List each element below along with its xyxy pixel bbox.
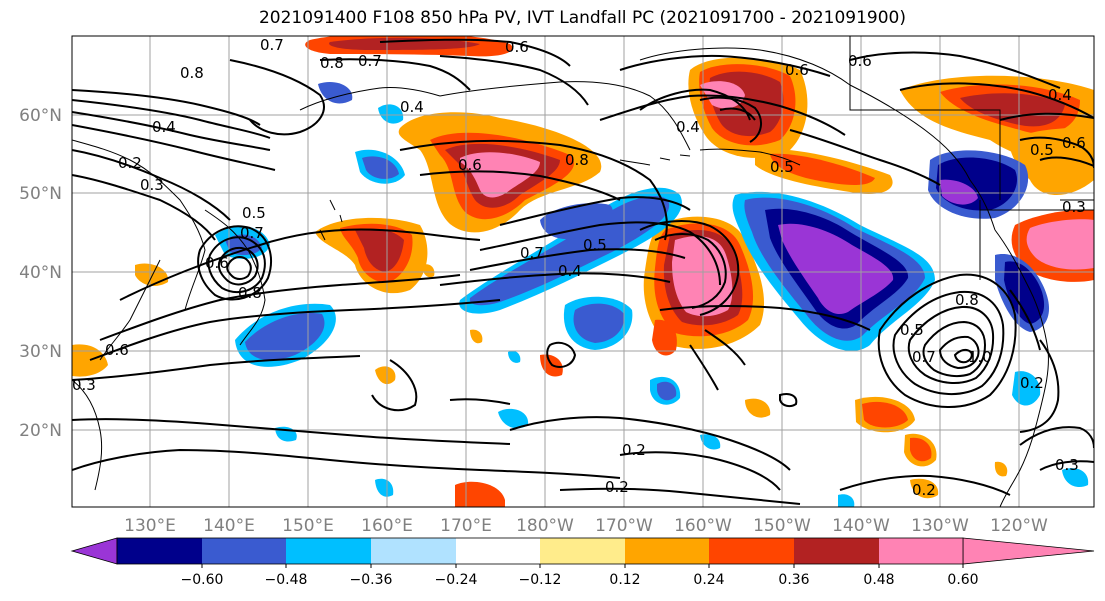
colorbar-tick-label: −0.12 — [519, 572, 562, 588]
colorbar-tick-label: −0.36 — [350, 572, 393, 588]
contour-label: 1.0 — [968, 348, 992, 366]
ivt-contours — [72, 38, 1094, 505]
map-title: 2021091400 F108 850 hPa PV, IVT Landfall… — [258, 8, 906, 28]
contour-label: 0.5 — [583, 236, 607, 254]
colorbar-segment — [794, 538, 879, 564]
colorbar-tick-label: −0.60 — [181, 572, 224, 588]
lon-label: 180°W — [516, 516, 574, 536]
contour-label: 0.4 — [676, 118, 700, 136]
colorbar-extend-max — [962, 537, 1095, 565]
contour-label: 0.6 — [848, 52, 872, 70]
colorbar-segment — [625, 538, 709, 564]
lon-label: 140°E — [203, 516, 255, 536]
colorbar-segment — [456, 538, 540, 564]
map-frame — [71, 35, 1095, 508]
lat-label: 30°N — [19, 342, 62, 362]
colorbar-tick-label: 0.60 — [947, 572, 978, 588]
colorbar-segment — [879, 538, 963, 564]
contour-label: 0.8 — [238, 284, 262, 302]
latitude-labels: 60°N 50°N 40°N 30°N 20°N — [19, 106, 62, 441]
colorbar: −0.60 −0.48 −0.36 −0.24 −0.12 0.12 0.24 … — [70, 537, 1095, 588]
contour-label: 0.5 — [242, 204, 266, 222]
contour-label: 0.6 — [505, 38, 529, 56]
lon-label: 160°E — [361, 516, 413, 536]
contour-label: 0.4 — [152, 118, 176, 136]
contour-label: 0.3 — [72, 376, 96, 394]
map-plot-area: 0.7 0.8 0.6 0.8 0.7 0.4 0.2 0.3 0.4 0.6 … — [72, 36, 1094, 507]
contour-labels: 0.7 0.8 0.6 0.8 0.7 0.4 0.2 0.3 0.4 0.6 … — [72, 36, 1086, 499]
colorbar-tick-label: 0.12 — [609, 572, 640, 588]
pv-shading — [72, 36, 1094, 507]
contour-label: 0.7 — [260, 36, 284, 54]
colorbar-segment — [371, 538, 456, 564]
contour-label: 0.6 — [205, 254, 229, 272]
colorbar-tick-label: 0.24 — [693, 572, 724, 588]
contour-label: 0.2 — [622, 441, 646, 459]
contour-label: 0.3 — [1055, 456, 1079, 474]
lon-label: 130°W — [911, 516, 969, 536]
contour-label: 0.2 — [912, 481, 936, 499]
lon-label: 140°W — [832, 516, 890, 536]
colorbar-ticks — [201, 564, 964, 568]
contour-label: 0.7 — [240, 224, 264, 242]
contour-label: 0.5 — [1030, 141, 1054, 159]
colorbar-segment — [117, 538, 202, 564]
contour-label: 0.8 — [955, 291, 979, 309]
longitude-labels: 130°E 140°E 150°E 160°E 170°E 180°W 170°… — [124, 516, 1048, 536]
colorbar-tick-label: −0.48 — [265, 572, 308, 588]
contour-label: 0.4 — [400, 98, 424, 116]
contour-label: 0.6 — [1062, 134, 1086, 152]
lon-label: 120°W — [990, 516, 1048, 536]
contour-label: 0.6 — [105, 341, 129, 359]
lon-label: 130°E — [124, 516, 176, 536]
contour-label: 0.5 — [770, 158, 794, 176]
lat-label: 20°N — [19, 421, 62, 441]
lon-label: 150°W — [753, 516, 811, 536]
colorbar-segment — [202, 538, 286, 564]
lat-label: 50°N — [19, 184, 62, 204]
colorbar-segment — [540, 538, 625, 564]
colorbar-segment — [286, 538, 371, 564]
lon-label: 170°W — [595, 516, 653, 536]
contour-label: 0.4 — [558, 262, 582, 280]
contour-label: 0.6 — [458, 156, 482, 174]
contour-label: 0.5 — [900, 321, 924, 339]
colorbar-tick-label: −0.24 — [435, 572, 478, 588]
colorbar-segment — [709, 538, 794, 564]
contour-label: 0.2 — [1020, 374, 1044, 392]
contour-label: 0.7 — [520, 244, 544, 262]
colorbar-tick-label: 0.48 — [863, 572, 894, 588]
lat-label: 60°N — [19, 106, 62, 126]
lon-label: 170°E — [440, 516, 492, 536]
contour-label: 0.7 — [358, 52, 382, 70]
lat-label: 40°N — [19, 263, 62, 283]
lon-label: 150°E — [282, 516, 334, 536]
contour-label: 0.6 — [785, 61, 809, 79]
contour-label: 0.2 — [118, 154, 142, 172]
contour-label: 0.3 — [140, 176, 164, 194]
contour-label: 0.4 — [1048, 86, 1072, 104]
contour-label: 0.2 — [605, 478, 629, 496]
contour-label: 0.8 — [180, 64, 204, 82]
contour-label: 0.8 — [565, 151, 589, 169]
contour-label: 0.8 — [320, 54, 344, 72]
colorbar-tick-label: 0.36 — [778, 572, 809, 588]
contour-label: 0.7 — [912, 348, 936, 366]
contour-label: 0.3 — [1062, 198, 1086, 216]
colorbar-extend-min — [70, 537, 118, 565]
lon-label: 160°W — [674, 516, 732, 536]
